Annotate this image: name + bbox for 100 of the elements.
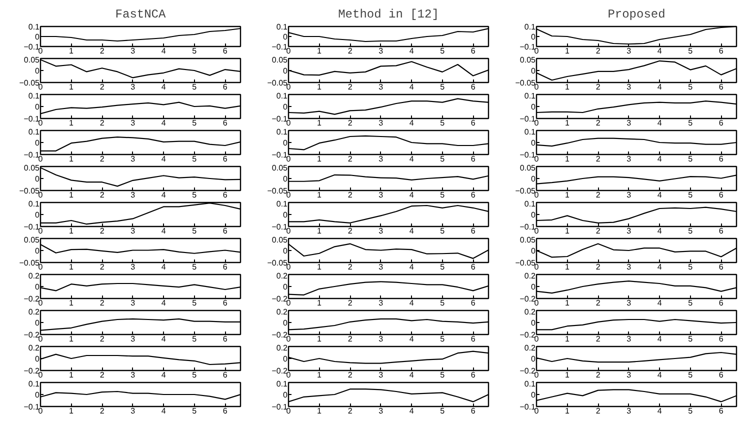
x-tick-label: 4 xyxy=(161,298,166,308)
x-tick-label: 6 xyxy=(470,226,476,236)
y-tick-label: 0.05 xyxy=(520,236,536,244)
x-tick-label: 3 xyxy=(626,226,632,236)
x-tick-label: 5 xyxy=(440,154,446,164)
x-tick-label: 5 xyxy=(688,406,694,416)
y-tick-label: 0.2 xyxy=(276,344,288,352)
x-tick-label: 5 xyxy=(440,82,446,92)
x-tick-label: 6 xyxy=(222,154,228,164)
x-tick-label: 2 xyxy=(596,262,601,272)
y-tick-label: 0 xyxy=(35,66,40,76)
x-tick-label: 6 xyxy=(470,370,476,380)
x-tick-label: 3 xyxy=(626,154,632,164)
x-tick-label: 5 xyxy=(688,334,694,344)
x-tick-label: 5 xyxy=(440,406,446,416)
y-tick-label: 0 xyxy=(35,354,40,364)
x-tick-label: 6 xyxy=(222,190,228,200)
y-tick-label: 0.1 xyxy=(524,22,536,32)
x-tick-label: 2 xyxy=(348,190,353,200)
y-tick-label: 0 xyxy=(283,390,288,400)
x-tick-label: 5 xyxy=(440,226,446,236)
x-tick-label: 3 xyxy=(626,370,632,380)
y-tick-label: 0 xyxy=(531,246,536,256)
y-tick-label: 0.1 xyxy=(276,128,288,136)
x-tick-label: 1 xyxy=(317,46,322,56)
x-tick-label: 3 xyxy=(130,262,136,272)
x-tick-label: 2 xyxy=(348,334,353,344)
x-tick-label: 1 xyxy=(69,370,74,380)
x-tick-label: 4 xyxy=(657,298,662,308)
x-tick-label: 2 xyxy=(348,82,353,92)
x-tick-label: 3 xyxy=(378,82,384,92)
y-tick-label: 0.05 xyxy=(24,236,40,244)
x-tick-label: 2 xyxy=(596,190,601,200)
x-tick-label: 6 xyxy=(470,262,476,272)
x-tick-label: 2 xyxy=(348,298,353,308)
y-tick-label: 0.1 xyxy=(276,380,288,388)
x-tick-label: 3 xyxy=(626,298,632,308)
x-tick-label: 3 xyxy=(130,118,136,128)
x-tick-label: 5 xyxy=(688,190,694,200)
y-tick-label: 0.1 xyxy=(276,200,288,208)
y-tick-label: 0 xyxy=(283,210,288,220)
y-tick-label: 0.1 xyxy=(524,380,536,388)
x-tick-label: 4 xyxy=(409,406,414,416)
x-tick-label: 6 xyxy=(718,226,724,236)
x-tick-label: 2 xyxy=(100,118,105,128)
x-tick-label: 4 xyxy=(409,298,414,308)
y-tick-label: 0.1 xyxy=(28,22,40,32)
x-tick-label: 5 xyxy=(192,118,198,128)
x-tick-label: 6 xyxy=(222,262,228,272)
x-tick-label: 1 xyxy=(565,406,570,416)
x-tick-label: 2 xyxy=(100,46,105,56)
x-tick-label: 3 xyxy=(130,190,136,200)
x-tick-label: 1 xyxy=(69,262,74,272)
x-tick-label: 4 xyxy=(657,154,662,164)
x-tick-label: 6 xyxy=(470,298,476,308)
x-tick-label: 3 xyxy=(130,226,136,236)
x-tick-label: 4 xyxy=(409,82,414,92)
x-tick-label: 6 xyxy=(718,370,724,380)
x-tick-label: 3 xyxy=(378,226,384,236)
x-tick-label: 4 xyxy=(161,82,166,92)
x-tick-label: 5 xyxy=(440,370,446,380)
x-tick-label: 6 xyxy=(470,118,476,128)
x-tick-label: 5 xyxy=(192,406,198,416)
x-tick-label: 1 xyxy=(317,154,322,164)
x-tick-label: 6 xyxy=(718,46,724,56)
x-tick-label: 4 xyxy=(657,118,662,128)
x-tick-label: 1 xyxy=(69,226,74,236)
x-tick-label: 4 xyxy=(409,118,414,128)
y-tick-label: 0 xyxy=(531,138,536,148)
x-tick-label: 1 xyxy=(69,118,74,128)
y-tick-label: 0 xyxy=(283,66,288,76)
y-tick-label: 0.1 xyxy=(276,22,288,32)
x-tick-label: 2 xyxy=(348,370,353,380)
x-tick-label: 2 xyxy=(596,154,601,164)
x-tick-label: 4 xyxy=(657,262,662,272)
x-tick-label: 1 xyxy=(317,298,322,308)
chart-title: Method in [12] xyxy=(338,8,439,22)
x-tick-label: 6 xyxy=(718,262,724,272)
x-tick-label: 3 xyxy=(378,46,384,56)
x-tick-label: 6 xyxy=(470,46,476,56)
x-tick-label: 3 xyxy=(378,334,384,344)
x-tick-label: 2 xyxy=(348,226,353,236)
y-tick-label: 0 xyxy=(531,318,536,328)
y-tick-label: −0.05 xyxy=(19,186,40,196)
x-tick-label: 6 xyxy=(222,82,228,92)
y-tick-label: 0 xyxy=(283,354,288,364)
x-tick-label: 3 xyxy=(130,82,136,92)
x-tick-label: 6 xyxy=(222,226,228,236)
x-tick-label: 5 xyxy=(688,46,694,56)
y-tick-label: −0.05 xyxy=(267,186,288,196)
x-tick-label: 4 xyxy=(657,334,662,344)
x-tick-label: 2 xyxy=(596,226,601,236)
x-tick-label: 2 xyxy=(596,118,601,128)
x-tick-label: 4 xyxy=(409,226,414,236)
x-tick-label: 6 xyxy=(470,154,476,164)
x-tick-label: 5 xyxy=(192,226,198,236)
x-tick-label: 4 xyxy=(161,370,166,380)
x-tick-label: 3 xyxy=(378,370,384,380)
x-tick-label: 1 xyxy=(317,82,322,92)
x-tick-label: 6 xyxy=(718,406,724,416)
